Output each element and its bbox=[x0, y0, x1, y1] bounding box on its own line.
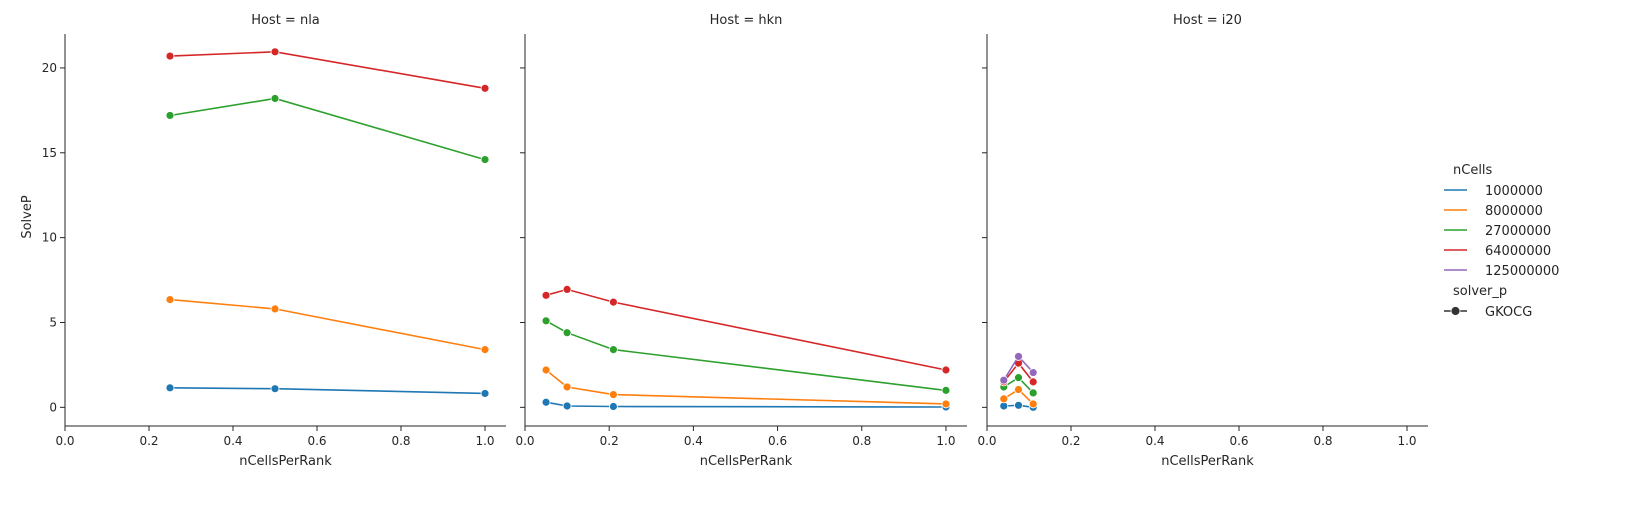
x-tick-label: 1.0 bbox=[475, 434, 494, 448]
panel-1: Host = hkn 0.0 0.2 0.4 0.6 0.8 1.0 nCellsPerRan… bbox=[515, 13, 967, 469]
data-point-64000000 bbox=[609, 297, 618, 307]
x-tick-label: 0.4 bbox=[1145, 434, 1164, 448]
data-point-1000000 bbox=[1014, 400, 1023, 410]
legend-hue-title: nCells bbox=[1453, 163, 1493, 178]
data-point-64000000 bbox=[941, 365, 951, 375]
legend-label-8000000: 8000000 bbox=[1485, 204, 1543, 219]
x-tick-label: 0.0 bbox=[515, 434, 534, 448]
x-axis-label: nCellsPerRank bbox=[1161, 454, 1254, 469]
data-point-27000000 bbox=[541, 316, 551, 326]
data-point-27000000 bbox=[270, 94, 280, 103]
data-point-1000000 bbox=[562, 401, 572, 411]
data-point-64000000 bbox=[1028, 377, 1038, 387]
data-point-27000000 bbox=[1028, 388, 1038, 398]
series-line-8000000 bbox=[169, 298, 486, 351]
legend-label-27000000: 27000000 bbox=[1485, 224, 1551, 239]
x-tick-label: 0.4 bbox=[684, 434, 703, 448]
data-point-1000000 bbox=[609, 402, 618, 411]
data-point-1000000 bbox=[165, 383, 175, 393]
legend-label-1000000: 1000000 bbox=[1485, 184, 1543, 199]
series-line-64000000 bbox=[169, 50, 486, 90]
data-point-64000000 bbox=[270, 47, 280, 57]
data-point-27000000 bbox=[609, 345, 618, 355]
data-point-27000000 bbox=[480, 155, 490, 164]
data-point-8000000 bbox=[1028, 399, 1038, 409]
data-point-125000000 bbox=[1028, 368, 1038, 377]
data-point-1000000 bbox=[541, 397, 551, 407]
data-point-8000000 bbox=[999, 394, 1009, 404]
panel-title: Host = i20 bbox=[1173, 13, 1242, 28]
legend-style-marker bbox=[1450, 306, 1461, 316]
x-axis-label: nCellsPerRank bbox=[700, 454, 793, 469]
x-tick-label: 0.2 bbox=[1061, 434, 1080, 448]
data-point-64000000 bbox=[480, 83, 490, 93]
data-point-64000000 bbox=[541, 290, 551, 300]
legend: nCells 1000000 8000000 27000000 64000000 125… bbox=[1444, 163, 1559, 320]
data-point-8000000 bbox=[165, 295, 175, 304]
x-tick-label: 0.6 bbox=[768, 434, 787, 448]
series-line-8000000 bbox=[545, 369, 947, 405]
x-tick-label: 0.6 bbox=[1229, 434, 1248, 448]
data-point-27000000 bbox=[562, 328, 572, 338]
data-point-27000000 bbox=[165, 111, 175, 120]
data-point-8000000 bbox=[1014, 385, 1023, 394]
data-point-27000000 bbox=[941, 385, 951, 395]
data-point-8000000 bbox=[562, 382, 572, 392]
y-tick-label: 20 bbox=[42, 61, 57, 75]
series-line-64000000 bbox=[545, 288, 947, 371]
x-axis-label: nCellsPerRank bbox=[239, 454, 332, 469]
y-axis-label: SolveP bbox=[20, 195, 35, 239]
legend-label-125000000: 125000000 bbox=[1485, 264, 1559, 279]
data-point-8000000 bbox=[480, 345, 490, 355]
x-tick-label: 0.0 bbox=[55, 434, 74, 448]
data-point-64000000 bbox=[165, 51, 175, 61]
data-point-8000000 bbox=[541, 365, 551, 375]
x-tick-label: 0.2 bbox=[139, 434, 158, 448]
data-point-1000000 bbox=[270, 384, 280, 394]
panel-0: Host = nla 0.0 0.2 0.4 0.6 0.8 1.0 0 5 10 15 20 nCel… bbox=[42, 13, 506, 469]
legend-label-64000000: 64000000 bbox=[1485, 244, 1551, 259]
x-tick-label: 0.8 bbox=[852, 434, 871, 448]
legend-style-title: solver_p bbox=[1453, 284, 1507, 299]
x-tick-label: 0.2 bbox=[600, 434, 619, 448]
data-point-27000000 bbox=[1014, 373, 1023, 383]
series-line-1000000 bbox=[169, 387, 486, 395]
x-tick-label: 0.8 bbox=[391, 434, 410, 448]
x-tick-label: 0.4 bbox=[223, 434, 242, 448]
y-tick-label: 15 bbox=[42, 146, 57, 160]
panel-title: Host = nla bbox=[251, 13, 320, 28]
data-point-125000000 bbox=[999, 375, 1009, 385]
panels-layer: Host = nla 0.0 0.2 0.4 0.6 0.8 1.0 0 5 10 15 20 nCel… bbox=[42, 13, 1428, 469]
y-tick-label: 10 bbox=[42, 231, 57, 245]
data-point-8000000 bbox=[609, 390, 618, 400]
x-tick-label: 0.0 bbox=[977, 434, 996, 448]
x-tick-label: 0.8 bbox=[1313, 434, 1332, 448]
legend-entries: 1000000 8000000 27000000 64000000 125000000 bbox=[1444, 184, 1559, 279]
x-tick-label: 1.0 bbox=[1397, 434, 1416, 448]
y-tick-label: 5 bbox=[49, 315, 57, 329]
series-line-27000000 bbox=[169, 97, 486, 161]
x-tick-label: 0.6 bbox=[307, 434, 326, 448]
data-point-8000000 bbox=[270, 304, 280, 314]
data-point-1000000 bbox=[480, 389, 490, 398]
series-line-27000000 bbox=[545, 320, 947, 392]
x-tick-label: 1.0 bbox=[936, 434, 955, 448]
legend-style-entry: GKOCG bbox=[1485, 305, 1532, 320]
series-line-1000000 bbox=[545, 401, 947, 408]
data-point-8000000 bbox=[941, 399, 951, 409]
data-point-125000000 bbox=[1014, 352, 1023, 361]
panel-2: Host = i20 0.0 0.2 0.4 0.6 0.8 1.0 nCellsPerRan… bbox=[977, 13, 1428, 469]
y-tick-label: 0 bbox=[49, 400, 57, 414]
panel-title: Host = hkn bbox=[710, 13, 783, 28]
data-point-64000000 bbox=[562, 284, 572, 294]
